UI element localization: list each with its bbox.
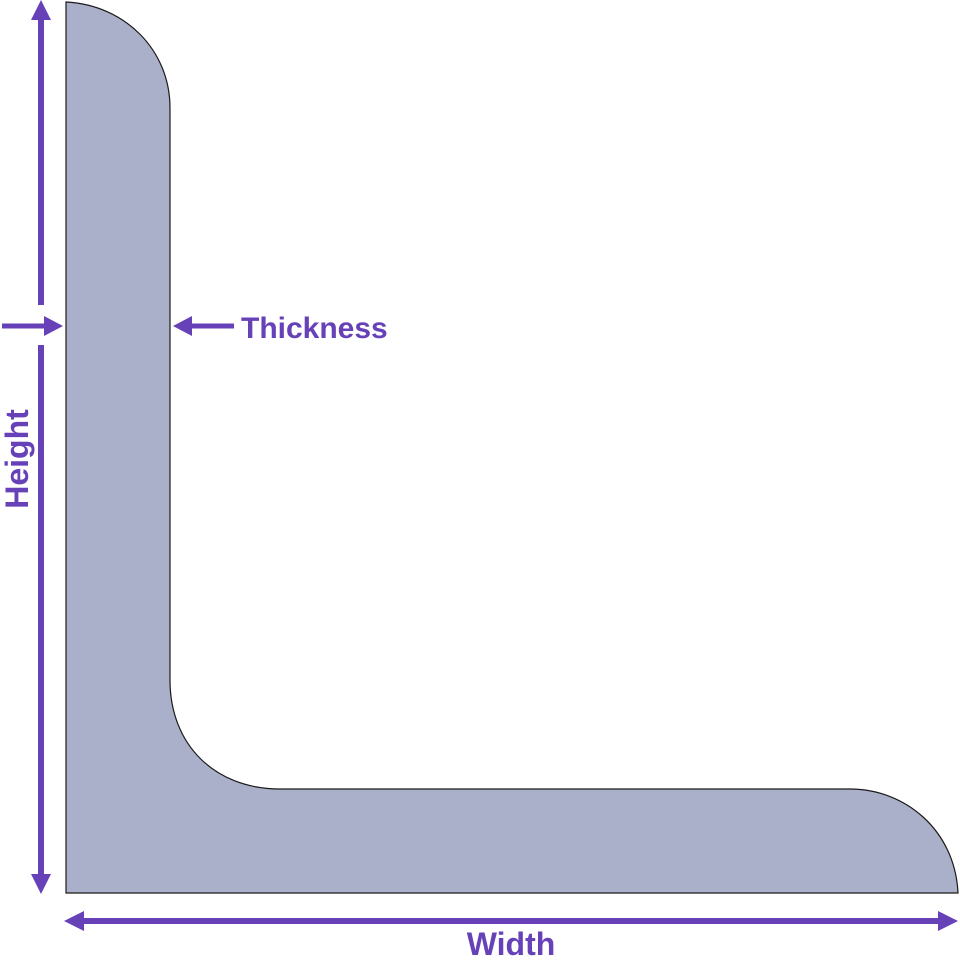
arrowhead-right-icon bbox=[938, 911, 958, 931]
height-label: Height bbox=[0, 409, 35, 509]
arrowhead-right-icon bbox=[44, 316, 63, 336]
width-dimension-arrow bbox=[64, 911, 958, 931]
arrowhead-left-icon bbox=[173, 316, 192, 336]
thickness-label: Thickness bbox=[241, 312, 388, 345]
thickness-dimension-arrows bbox=[2, 316, 234, 336]
height-dimension-arrow bbox=[31, 0, 51, 894]
arrowhead-left-icon bbox=[64, 911, 84, 931]
angle-profile-shape bbox=[65, 1, 959, 894]
arrowhead-up-icon bbox=[31, 0, 51, 20]
arrowhead-down-icon bbox=[31, 874, 51, 894]
width-label: Width bbox=[467, 926, 556, 960]
